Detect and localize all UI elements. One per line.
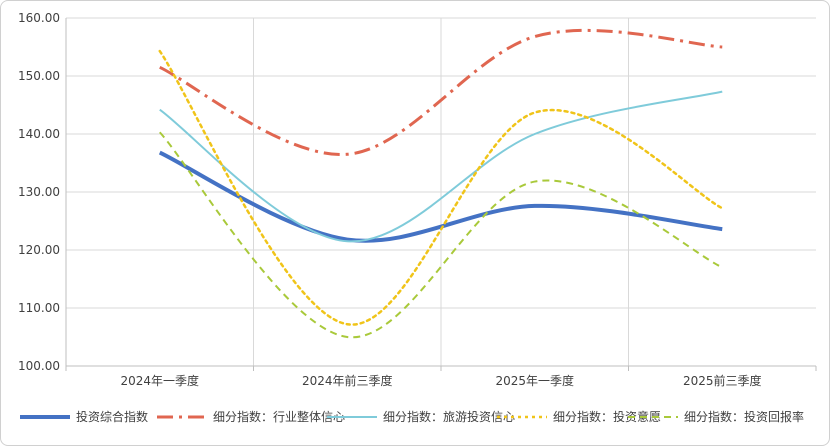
x-tick-label: 2025年一季度 (495, 373, 574, 388)
grid-lines (66, 17, 816, 366)
series-line-1 (158, 150, 723, 243)
axes (65, 18, 817, 371)
y-axis-ticks: 100.00 110.00 120.00 130.00 140.00 150.00 160.… (18, 11, 60, 373)
series-line-3 (159, 90, 723, 243)
legend-label-4: 细分指数：投资意愿 (553, 409, 661, 424)
series-line-2 (159, 29, 723, 156)
series-line-5 (159, 131, 723, 339)
y-tick-label: 130.00 (18, 185, 60, 199)
legend: 投资综合指数 细分指数：行业整体信心 细分指数：旅游投资信心 细分指数：投资意愿 细分指… (20, 409, 804, 424)
x-tick-label: 2024年前三季度 (302, 373, 393, 388)
y-tick-label: 110.00 (18, 301, 60, 315)
legend-label-5: 细分指数：投资回报率 (684, 409, 804, 424)
x-tick-label: 2024年一季度 (120, 373, 199, 388)
x-axis-ticks: 2024年一季度 2024年前三季度 2025年一季度 2025前三季度 (120, 373, 761, 388)
x-tick-label: 2025前三季度 (683, 373, 762, 388)
y-tick-label: 100.00 (18, 359, 60, 373)
legend-label-3: 细分指数：旅游投资信心 (383, 409, 515, 424)
legend-label-1: 投资综合指数 (76, 409, 148, 424)
series-lines (158, 29, 724, 339)
y-tick-label: 150.00 (18, 69, 60, 83)
legend-label-2: 细分指数：行业整体信心 (213, 409, 345, 424)
y-tick-label: 160.00 (18, 11, 60, 25)
y-tick-label: 140.00 (18, 127, 60, 141)
y-tick-label: 120.00 (18, 243, 60, 257)
series-line-4 (158, 49, 724, 326)
